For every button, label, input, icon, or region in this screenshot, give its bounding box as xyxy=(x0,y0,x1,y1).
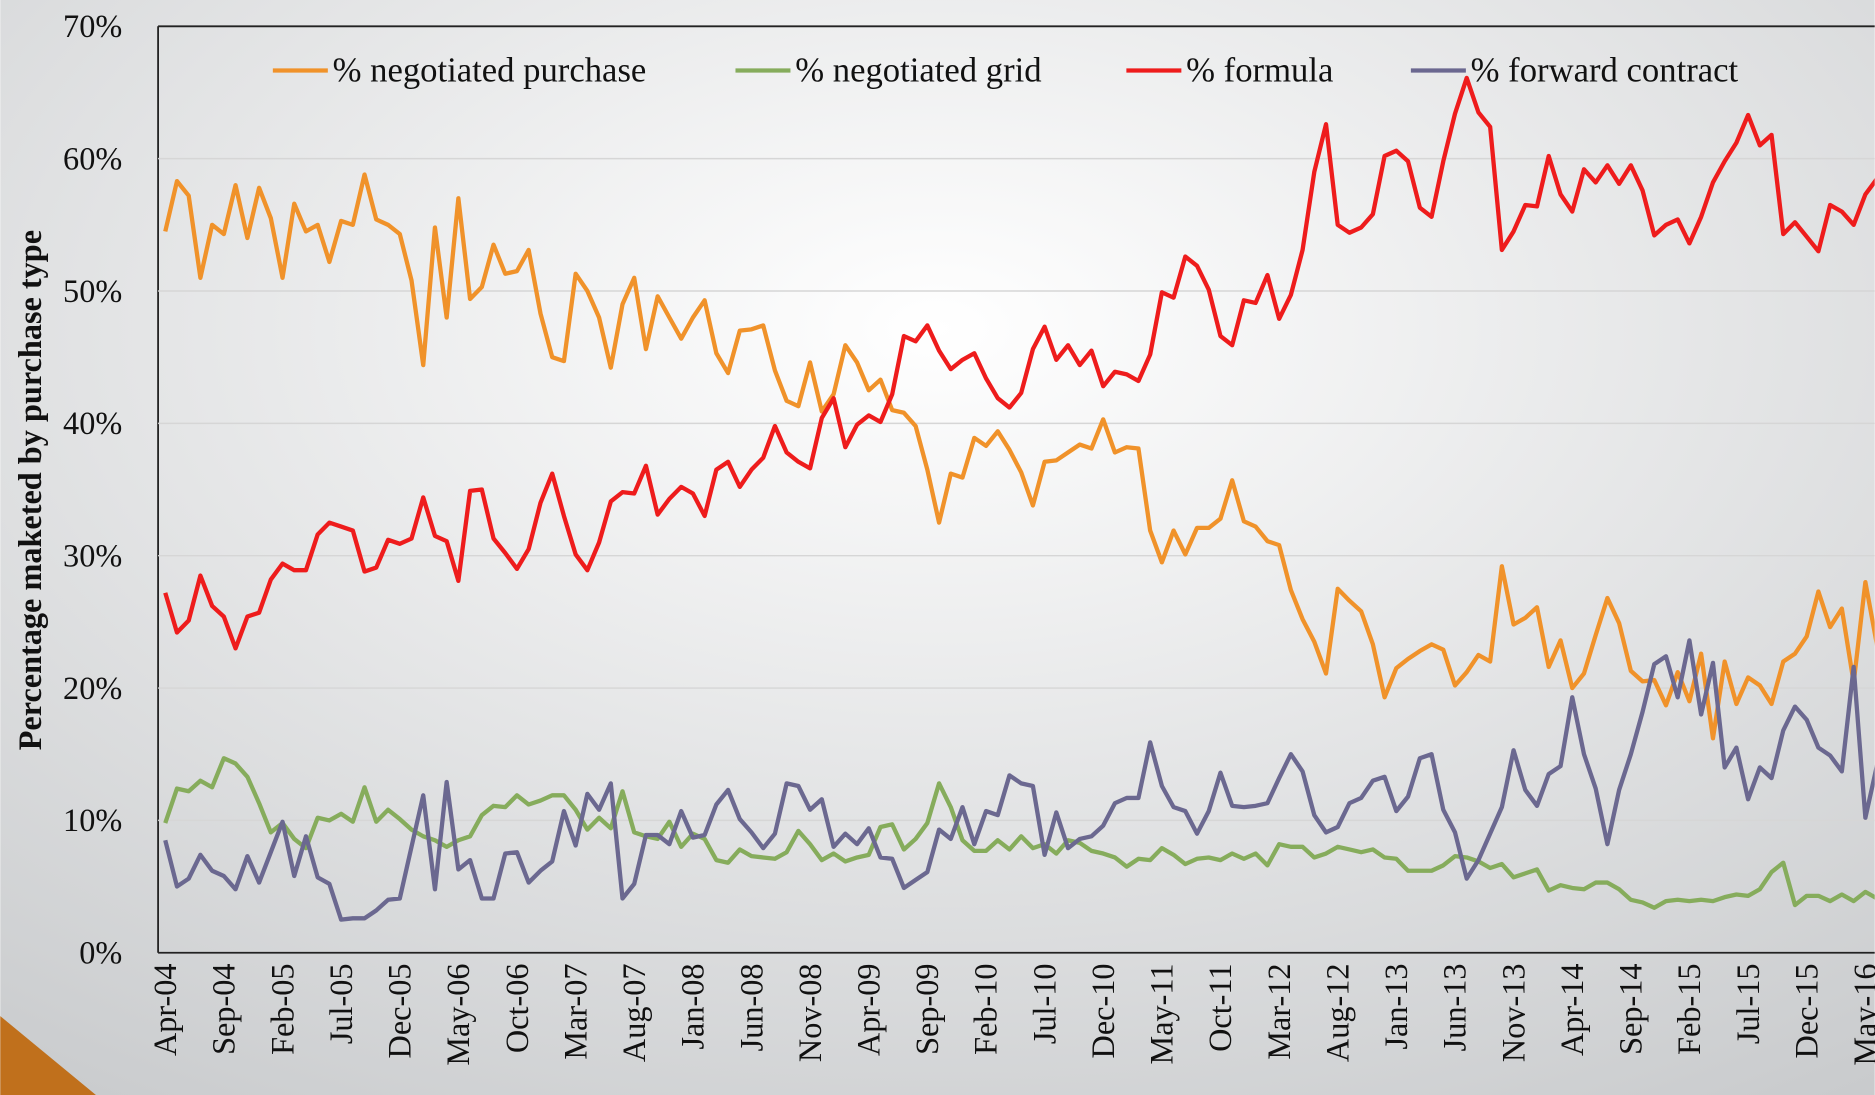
x-tick-label: Apr-09 xyxy=(850,964,886,1057)
legend-label: % forward contract xyxy=(1471,51,1739,89)
legend-label: % formula xyxy=(1186,51,1333,89)
plot-area xyxy=(163,75,1875,922)
x-tick-label: Mar-12 xyxy=(1261,964,1297,1060)
x-tick-label: Oct-11 xyxy=(1202,964,1238,1052)
x-tick-label: Jul-05 xyxy=(323,964,359,1045)
x-tick-label: Dec-15 xyxy=(1788,964,1824,1059)
x-tick-label: Jul-15 xyxy=(1730,964,1766,1045)
y-tick-label: 30% xyxy=(63,537,122,573)
x-tick-label: Jan-13 xyxy=(1378,964,1414,1050)
x-tick-label: Feb-05 xyxy=(264,964,300,1055)
x-tick-label: Sep-14 xyxy=(1613,964,1649,1055)
y-tick-label: 40% xyxy=(63,405,122,441)
x-tick-label: Apr-04 xyxy=(147,964,183,1057)
x-tick-label: Feb-15 xyxy=(1671,964,1707,1055)
x-tick-label: May-06 xyxy=(440,964,476,1066)
legend-label: % negotiated grid xyxy=(795,51,1041,89)
x-tick-label: Dec-10 xyxy=(1085,964,1121,1059)
x-tick-label: May-11 xyxy=(1144,964,1180,1065)
x-tick-label: Dec-05 xyxy=(382,964,418,1059)
legend-label: % negotiated purchase xyxy=(333,51,647,89)
y-tick-label: 10% xyxy=(63,802,122,838)
x-tick-label: Jul-10 xyxy=(1026,964,1062,1045)
series-line xyxy=(163,172,1875,741)
x-tick-label: Jun-08 xyxy=(733,964,769,1052)
x-tick-label: Sep-09 xyxy=(909,964,945,1055)
x-tick-label: Mar-07 xyxy=(557,964,593,1060)
y-tick-label: 20% xyxy=(63,670,122,706)
x-tick-label: Sep-04 xyxy=(206,964,242,1055)
x-tick-label: Jan-08 xyxy=(675,964,711,1050)
series-line xyxy=(163,756,1875,910)
x-tick-label: Nov-13 xyxy=(1495,964,1531,1063)
x-tick-label: May-16 xyxy=(1847,964,1875,1066)
x-tick-label: Feb-10 xyxy=(968,964,1004,1055)
y-tick-label: 70% xyxy=(63,8,122,44)
y-tick-label: 60% xyxy=(63,140,122,176)
series-line xyxy=(163,638,1875,922)
y-axis-title: Percentage maketed by purchase type xyxy=(12,230,48,750)
x-tick-label: Aug-07 xyxy=(616,964,652,1063)
x-tick-label: Nov-08 xyxy=(792,964,828,1063)
x-tick-label: Aug-12 xyxy=(1319,964,1355,1063)
x-tick-label: Jun-13 xyxy=(1437,964,1473,1052)
y-tick-label: 0% xyxy=(79,935,122,971)
x-tick-label: Apr-14 xyxy=(1554,964,1590,1057)
y-tick-label: 50% xyxy=(63,273,122,309)
series-line xyxy=(163,75,1875,651)
x-tick-label: Oct-06 xyxy=(499,964,535,1054)
